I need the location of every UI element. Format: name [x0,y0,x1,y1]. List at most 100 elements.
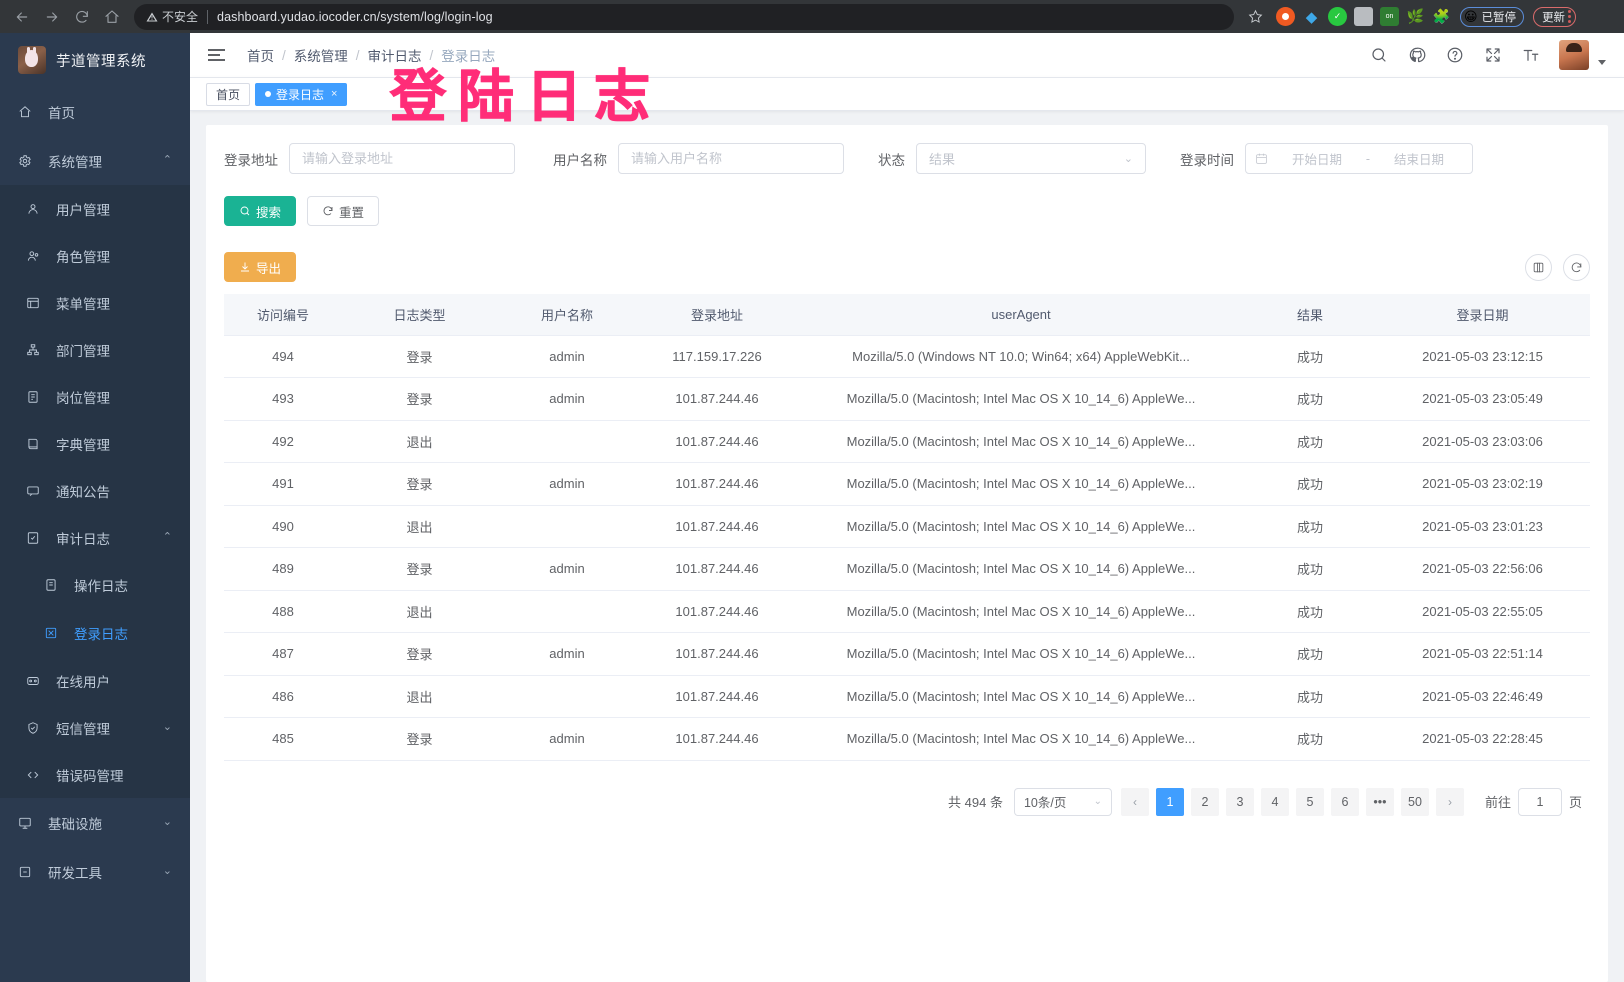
paused-badge[interactable]: 😀 已暂停 [1460,6,1525,27]
page-size-select[interactable]: 10条/页 ⌄ [1013,787,1112,816]
refresh-circle-icon[interactable] [1563,253,1590,281]
table-row[interactable]: 494 登录 admin 117.159.17.226 Mozilla/5.0 (Win… [224,335,1590,378]
breadcrumb-item[interactable]: 首页 [247,49,274,64]
prev-page-button[interactable]: ‹ [1120,787,1149,816]
extension-check-circle-icon[interactable]: ✓ [1328,7,1347,26]
sidebar-item-dev-tools[interactable]: 研发工具 ⌄ [0,847,190,896]
search-icon[interactable] [1369,46,1388,65]
table-row[interactable]: 487 登录 admin 101.87.244.46 Mozilla/5.0 (Maci… [224,632,1590,676]
breadcrumb-item[interactable]: 系统管理 [293,49,348,64]
back-arrow-icon[interactable] [8,3,36,31]
update-button[interactable]: 更新 [1533,6,1577,27]
font-size-icon[interactable] [1521,46,1540,65]
sidebar-item-role-manage[interactable]: 角色管理 [0,232,190,279]
row-cell-date: 2021-05-03 23:03:06 [1375,420,1590,463]
bookmark-star-icon[interactable] [1242,4,1268,30]
page-button[interactable]: 2 [1190,787,1219,816]
page-buttons: ‹ 1 2 3 4 5 6 ••• 50 › [1120,787,1464,816]
extension-on-toggle-icon[interactable]: on [1380,7,1399,26]
chevron-down-icon: ⌄ [1123,153,1133,165]
sidebar-item-error-code[interactable]: 错误码管理 [0,751,190,798]
date-start-placeholder[interactable]: 开始日期 [1291,153,1342,167]
close-icon[interactable]: × [331,88,338,100]
row-cell-date: 2021-05-03 22:56:06 [1375,547,1590,591]
table-row[interactable]: 493 登录 admin 101.87.244.46 Mozilla/5.0 (Maci… [224,377,1590,421]
sidebar-item-menu-manage[interactable]: 菜单管理 [0,279,190,326]
sidebar-item-post-manage[interactable]: 岗位管理 [0,373,190,420]
sidebar-item-label: 短信管理 [56,721,110,737]
main-area: 首页 / 系统管理 / 审计日志 / 登录日志 [190,33,1624,982]
table-row[interactable]: 491 登录 admin 101.87.244.46 Mozilla/5.0 (Maci… [224,462,1590,506]
tab-home[interactable]: 首页 [206,82,251,106]
login-address-input[interactable] [289,143,515,174]
page-button[interactable]: 50 [1400,787,1429,816]
sidebar-item-dict-manage[interactable]: 字典管理 [0,420,190,467]
sidebar-item-infrastructure[interactable]: 基础设施 ⌄ [0,798,190,847]
sidebar-item-home[interactable]: 首页 [0,87,190,136]
breadcrumb-item[interactable]: 审计日志 [367,49,422,64]
next-page-button[interactable]: › [1435,787,1464,816]
filter-label: 登录地址 [224,152,278,168]
page-button-current[interactable]: 1 [1155,787,1184,816]
page-button[interactable]: 6 [1330,787,1359,816]
row-cell-type: 登录 [342,335,497,378]
column-header-useragent: userAgent [797,294,1245,336]
sidebar-item-operation-log[interactable]: 操作日志 [0,561,190,609]
forward-arrow-icon[interactable] [38,3,66,31]
extension-orbit-icon[interactable] [1276,7,1295,26]
table-row[interactable]: 485 登录 admin 101.87.244.46 Mozilla/5.0 (Maci… [224,717,1590,761]
sidebar-item-online-user[interactable]: 在线用户 [0,657,190,704]
extension-diamond-icon[interactable]: ◆ [1305,8,1318,26]
brand[interactable]: 芋道管理系统 [0,33,190,87]
sidebar-item-login-log[interactable]: 登录日志 [0,609,190,657]
table-row[interactable]: 492 退出 101.87.244.46 Mozilla/5.0 (Macintosh… [224,420,1590,463]
row-cell-ip: 101.87.244.46 [637,590,797,633]
topbar-actions [1369,40,1606,70]
extension-puzzle-icon[interactable]: 🧩 [1432,8,1451,24]
reload-icon[interactable] [68,3,96,31]
page-button[interactable]: 5 [1295,787,1324,816]
sidebar-item-notice[interactable]: 通知公告 [0,467,190,514]
table-row[interactable]: 490 退出 101.87.244.46 Mozilla/5.0 (Macintosh… [224,505,1590,548]
page-button[interactable]: 4 [1260,787,1289,816]
chevron-down-icon[interactable] [1598,60,1606,65]
row-cell-date: 2021-05-03 22:55:05 [1375,590,1590,633]
user-name-input[interactable] [618,143,844,174]
table-row[interactable]: 489 登录 admin 101.87.244.46 Mozilla/5.0 (Maci… [224,547,1590,591]
sidebar-item-user-manage[interactable]: 用户管理 [0,185,190,232]
export-button[interactable]: 导出 [224,252,297,282]
sidebar: 芋道管理系统 首页 系统管理 ⌃ 用户管理 角色管理 [0,33,190,982]
collapse-menu-icon[interactable] [208,49,225,61]
fullscreen-icon[interactable] [1483,46,1502,65]
sidebar-item-audit-log[interactable]: 审计日志 ⌃ [0,514,190,561]
chrome-menu-icon[interactable] [1568,10,1572,23]
avatar[interactable] [1559,40,1589,70]
column-settings-icon[interactable] [1525,253,1552,281]
row-cell-id: 488 [224,590,342,633]
extension-book-icon[interactable] [1354,7,1373,26]
github-icon[interactable] [1407,46,1426,65]
sidebar-item-sms-manage[interactable]: 短信管理 ⌄ [0,704,190,751]
home-icon [18,105,40,119]
tab-login-log[interactable]: 登录日志 × [255,82,348,106]
login-time-daterange[interactable]: 开始日期 - 结束日期 [1245,143,1473,174]
not-secure-indicator[interactable]: 不安全 [146,8,198,25]
jump-input[interactable] [1517,787,1562,816]
sidebar-item-label: 部门管理 [56,343,110,359]
status-select[interactable]: 结果 ⌄ [916,143,1146,174]
home-icon[interactable] [98,3,126,31]
sidebar-item-dept-manage[interactable]: 部门管理 [0,326,190,373]
table-row[interactable]: 486 退出 101.87.244.46 Mozilla/5.0 (Macintosh… [224,675,1590,718]
extension-leaf-icon[interactable]: 🌿 [1406,8,1425,24]
page-button[interactable]: ••• [1365,787,1394,816]
sidebar-item-system[interactable]: 系统管理 ⌃ [0,136,190,185]
sidebar-item-label: 角色管理 [56,249,110,265]
address-bar[interactable]: 不安全 dashboard.yudao.iocoder.cn/system/lo… [134,3,1234,30]
table-row[interactable]: 488 退出 101.87.244.46 Mozilla/5.0 (Macintosh… [224,590,1590,633]
row-cell-date: 2021-05-03 23:02:19 [1375,462,1590,506]
search-button[interactable]: 搜索 [224,196,297,226]
page-button[interactable]: 3 [1225,787,1254,816]
help-icon[interactable] [1445,46,1464,65]
date-end-placeholder[interactable]: 结束日期 [1394,153,1445,167]
reset-button[interactable]: 重置 [307,196,380,226]
